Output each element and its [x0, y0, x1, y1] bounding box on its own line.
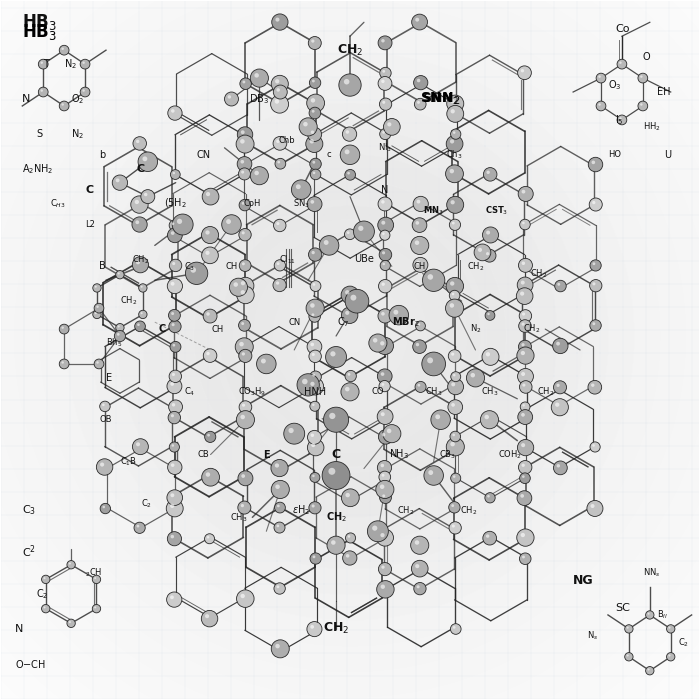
Circle shape — [134, 199, 139, 204]
Circle shape — [136, 260, 140, 265]
Circle shape — [424, 466, 443, 485]
Circle shape — [241, 504, 244, 508]
Circle shape — [203, 349, 217, 363]
Circle shape — [272, 640, 289, 658]
Circle shape — [453, 132, 456, 134]
Circle shape — [118, 326, 120, 328]
Circle shape — [251, 167, 268, 185]
Circle shape — [451, 99, 455, 103]
Circle shape — [242, 404, 245, 407]
Circle shape — [668, 654, 671, 657]
Text: CH$_2$: CH$_2$ — [323, 622, 349, 636]
Circle shape — [381, 463, 384, 468]
Circle shape — [277, 161, 280, 164]
Circle shape — [302, 379, 307, 384]
Circle shape — [486, 252, 489, 256]
Circle shape — [382, 283, 385, 286]
Circle shape — [331, 540, 335, 545]
Circle shape — [482, 349, 499, 365]
Circle shape — [134, 321, 146, 332]
Text: CO: CO — [372, 387, 384, 396]
Text: A$_2$NH$_2$: A$_2$NH$_2$ — [22, 162, 54, 176]
Text: CH: CH — [211, 325, 224, 334]
Circle shape — [62, 104, 64, 106]
Circle shape — [452, 382, 455, 386]
Circle shape — [230, 278, 248, 296]
Circle shape — [310, 553, 321, 564]
Circle shape — [303, 122, 308, 127]
Text: NI$_3$: NI$_3$ — [378, 141, 392, 154]
Circle shape — [344, 149, 349, 154]
Circle shape — [382, 101, 385, 104]
Circle shape — [486, 352, 490, 356]
Circle shape — [102, 505, 105, 508]
Circle shape — [169, 442, 179, 452]
Circle shape — [41, 575, 50, 584]
Circle shape — [412, 14, 428, 30]
Circle shape — [377, 369, 392, 384]
Circle shape — [136, 525, 139, 528]
Circle shape — [345, 370, 356, 382]
Circle shape — [378, 76, 392, 90]
Circle shape — [273, 136, 287, 150]
Circle shape — [329, 413, 335, 419]
Circle shape — [132, 439, 148, 454]
Circle shape — [306, 299, 324, 317]
Circle shape — [345, 290, 349, 295]
Text: C$_1$B: C$_1$B — [120, 455, 137, 468]
Circle shape — [328, 468, 335, 475]
Circle shape — [521, 533, 525, 537]
Circle shape — [598, 104, 601, 106]
Text: b: b — [99, 150, 105, 160]
Text: SC: SC — [615, 603, 630, 613]
Circle shape — [517, 440, 533, 456]
Text: SNN$_2$: SNN$_2$ — [422, 92, 459, 106]
Circle shape — [309, 248, 322, 261]
Circle shape — [451, 200, 455, 204]
Circle shape — [202, 247, 218, 264]
Circle shape — [312, 110, 314, 113]
Circle shape — [377, 409, 393, 424]
Circle shape — [133, 136, 146, 150]
Circle shape — [382, 566, 385, 569]
Circle shape — [414, 582, 426, 595]
Circle shape — [340, 145, 360, 164]
Circle shape — [99, 401, 110, 412]
Circle shape — [330, 351, 335, 356]
Text: E: E — [106, 373, 112, 383]
Circle shape — [522, 222, 525, 224]
Circle shape — [312, 555, 316, 558]
Circle shape — [241, 160, 244, 164]
Circle shape — [241, 352, 245, 356]
Circle shape — [169, 259, 182, 272]
Circle shape — [137, 323, 140, 326]
Circle shape — [449, 522, 461, 534]
Circle shape — [241, 171, 244, 174]
Circle shape — [205, 251, 209, 255]
Circle shape — [447, 106, 463, 122]
Circle shape — [521, 443, 525, 447]
Circle shape — [94, 303, 104, 313]
Circle shape — [299, 118, 317, 136]
Circle shape — [487, 313, 490, 315]
Circle shape — [239, 319, 251, 331]
Circle shape — [131, 196, 148, 214]
Circle shape — [381, 584, 385, 589]
Circle shape — [237, 286, 254, 304]
Circle shape — [451, 473, 461, 483]
Circle shape — [482, 227, 498, 243]
Circle shape — [645, 666, 654, 675]
Circle shape — [276, 281, 279, 285]
Circle shape — [271, 480, 289, 498]
Circle shape — [598, 76, 601, 78]
Circle shape — [240, 414, 245, 419]
Circle shape — [521, 413, 525, 416]
Circle shape — [378, 36, 392, 50]
Circle shape — [486, 230, 490, 235]
Circle shape — [453, 475, 456, 478]
Circle shape — [319, 236, 339, 256]
Text: MBr$_2$: MBr$_2$ — [392, 315, 419, 329]
Circle shape — [206, 192, 210, 196]
Circle shape — [274, 260, 286, 271]
